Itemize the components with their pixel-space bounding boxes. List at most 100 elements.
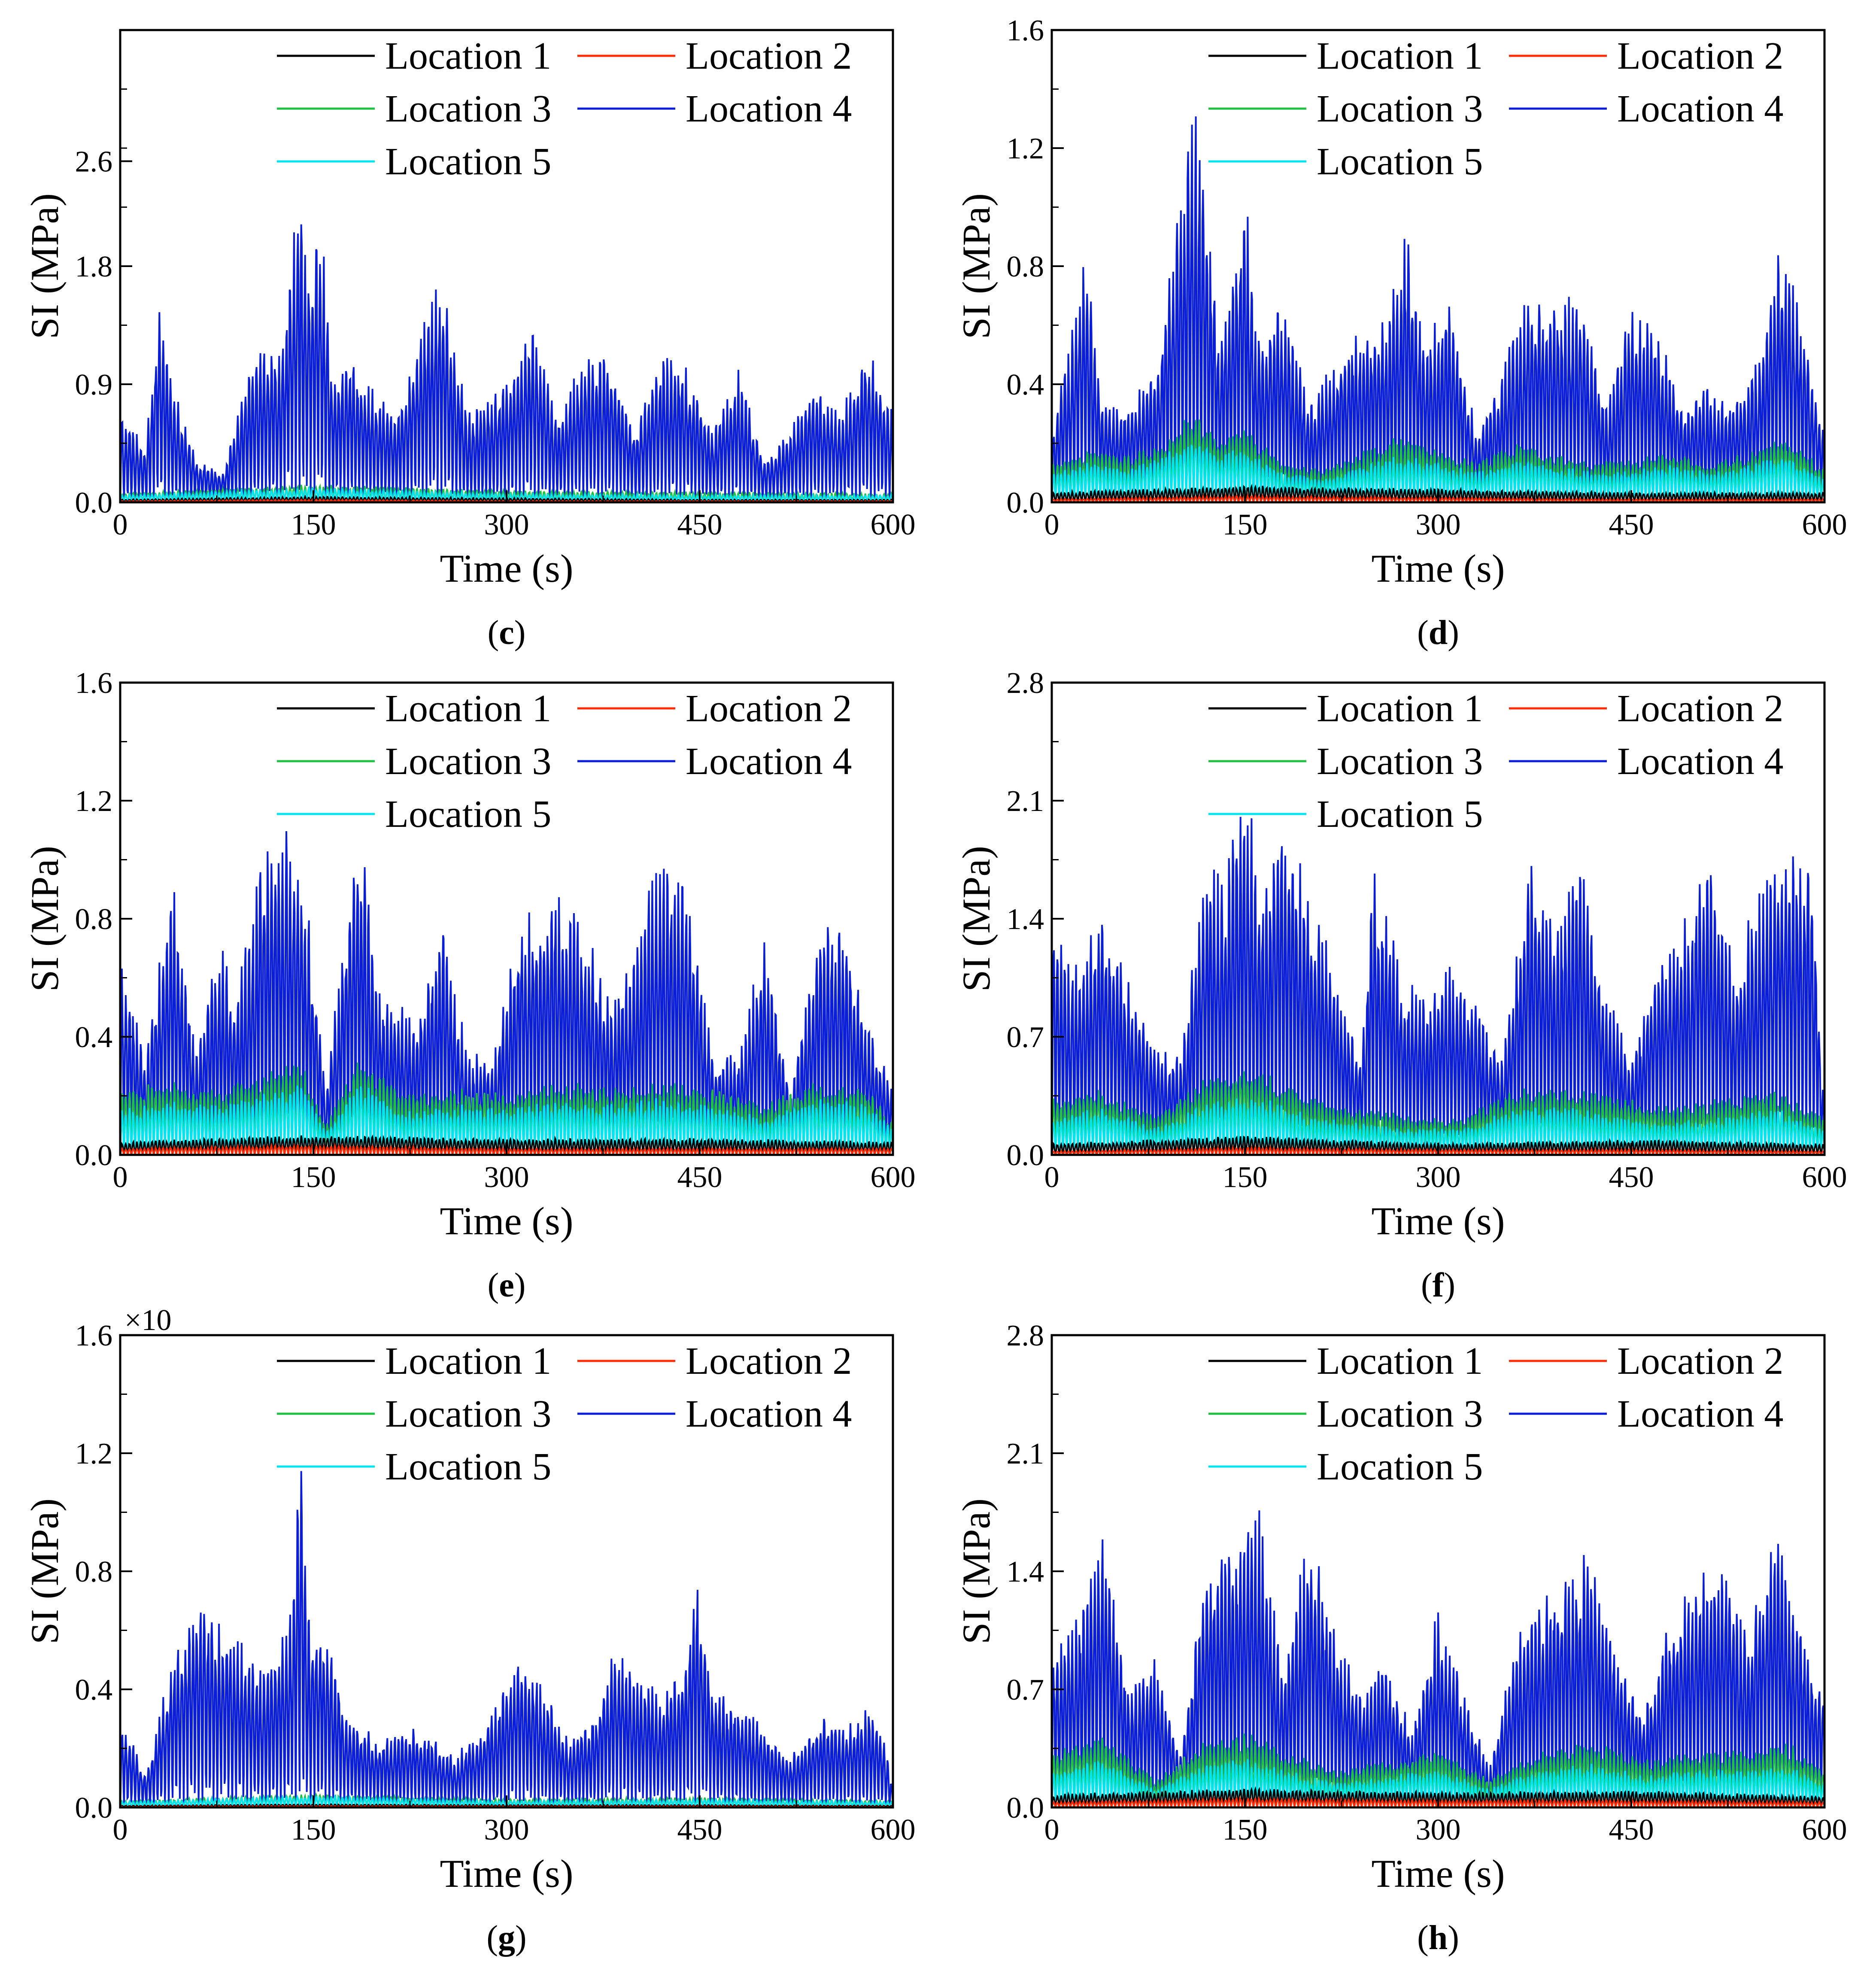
panel-label: (c) bbox=[488, 614, 526, 652]
x-tick-label: 300 bbox=[1416, 508, 1461, 541]
y-tick-label: 0.4 bbox=[75, 1673, 113, 1707]
y-axis-title: SI (MPa) bbox=[23, 1498, 67, 1644]
y-tick-label: 1.6 bbox=[75, 667, 113, 700]
y-tick-label: 2.6 bbox=[75, 146, 113, 179]
series-group bbox=[120, 831, 893, 1155]
x-tick-label: 0 bbox=[113, 508, 128, 541]
panel-label: (f) bbox=[1421, 1266, 1455, 1304]
panel-label-open: ( bbox=[1421, 1266, 1433, 1304]
series-group bbox=[120, 224, 893, 502]
x-tick-label: 300 bbox=[484, 508, 529, 541]
y-tick-label: 0.9 bbox=[75, 368, 113, 401]
x-axis-title: Time (s) bbox=[1372, 1852, 1505, 1895]
chart-panel-c: 0 150 300 450 600 0.0 0.9 1.8 2.6 Time (s) SI (MPa… bbox=[23, 29, 916, 652]
y-axis-title: SI (MPa) bbox=[23, 193, 67, 339]
x-tick-label: 0 bbox=[1044, 1813, 1059, 1846]
series-line-location-4 bbox=[1052, 817, 1824, 1155]
x-axis-title: Time (s) bbox=[440, 547, 574, 590]
y-axis-title: SI (MPa) bbox=[954, 193, 998, 339]
series-line-location-5 bbox=[1052, 444, 1824, 502]
y-axis-title: SI (MPa) bbox=[954, 1498, 998, 1644]
legend-item: Location 3 bbox=[1208, 740, 1483, 783]
series-line-location-3 bbox=[1052, 1733, 1824, 1807]
panel-label-letter: h bbox=[1429, 1919, 1448, 1957]
legend-label: Location 2 bbox=[1617, 35, 1783, 77]
x-tick-label: 450 bbox=[1609, 508, 1654, 541]
legend-label: Location 5 bbox=[1317, 793, 1483, 835]
legend-item: Location 2 bbox=[577, 35, 852, 77]
y-tick-label: 1.4 bbox=[1007, 903, 1044, 936]
series-line-location-4 bbox=[120, 224, 893, 502]
x-tick-label: 450 bbox=[677, 1813, 722, 1846]
y-axis-title: SI (MPa) bbox=[23, 846, 67, 992]
legend-item: Location 2 bbox=[1509, 1340, 1783, 1382]
panel-label-letter: c bbox=[499, 614, 514, 652]
legend-item: Location 1 bbox=[277, 687, 551, 730]
legend-label: Location 2 bbox=[1617, 1340, 1783, 1382]
x-tick-label: 150 bbox=[1223, 1161, 1268, 1194]
legend-item: Location 1 bbox=[1208, 35, 1483, 77]
legend-item: Location 4 bbox=[577, 1393, 852, 1435]
y-tick-label: 1.6 bbox=[75, 1319, 113, 1352]
panel-label-open: ( bbox=[488, 614, 499, 652]
legend-item: Location 2 bbox=[1509, 687, 1783, 730]
legend-item: Location 2 bbox=[577, 687, 852, 730]
panel-label-letter: g bbox=[498, 1919, 515, 1957]
x-axis-title: Time (s) bbox=[440, 1199, 574, 1243]
panel-label-close: ) bbox=[515, 1919, 527, 1957]
y-tick-label: 0.4 bbox=[1007, 368, 1044, 401]
legend-item: Location 1 bbox=[277, 35, 551, 77]
series-line-location-4 bbox=[120, 831, 893, 1155]
y-tick-label: 2.8 bbox=[1007, 1319, 1044, 1352]
legend-item: Location 3 bbox=[1208, 1393, 1483, 1435]
legend-item: Location 5 bbox=[1208, 1446, 1483, 1488]
legend-item: Location 1 bbox=[1208, 687, 1483, 730]
panel-label-letter: d bbox=[1429, 614, 1448, 652]
panel-label-open: ( bbox=[486, 1919, 498, 1957]
panel-label-close: ) bbox=[1444, 1266, 1455, 1304]
series-group bbox=[120, 1471, 893, 1807]
legend-label: Location 5 bbox=[385, 140, 551, 183]
legend-item: Location 1 bbox=[1208, 1340, 1483, 1382]
chart-panel-e: 0 150 300 450 600 0.0 0.4 0.8 1.2 1.6 Time (s) SI (… bbox=[23, 667, 916, 1304]
x-tick-label: 600 bbox=[1802, 1813, 1847, 1846]
legend-label: Location 3 bbox=[385, 1393, 551, 1435]
y-tick-label: 1.2 bbox=[75, 1437, 113, 1470]
legend-label: Location 3 bbox=[385, 740, 551, 783]
legend-item: Location 2 bbox=[1509, 35, 1783, 77]
series-line-location-1 bbox=[1052, 1786, 1824, 1807]
legend-label: Location 2 bbox=[686, 35, 852, 77]
series-line-location-3 bbox=[1052, 1071, 1824, 1155]
chart-panel-g: 0 150 300 450 600 0.0 0.4 0.8 1.2 1.6 ×10 Time (s) S… bbox=[23, 1304, 916, 1957]
x-tick-label: 450 bbox=[1609, 1813, 1654, 1846]
y-axis-title: SI (MPa) bbox=[954, 846, 998, 992]
x-tick-label: 300 bbox=[1416, 1813, 1461, 1846]
legend-label: Location 5 bbox=[385, 793, 551, 835]
legend-item: Location 4 bbox=[577, 88, 852, 130]
y-tick-label: 0.0 bbox=[75, 1139, 113, 1172]
series-line-location-1 bbox=[1052, 483, 1824, 502]
legend-item: Location 5 bbox=[277, 793, 551, 835]
legend-label: Location 4 bbox=[1617, 88, 1783, 130]
x-tick-label: 600 bbox=[1802, 1161, 1847, 1194]
panel-label: (e) bbox=[488, 1266, 526, 1304]
x-tick-label: 600 bbox=[1802, 508, 1847, 541]
y-tick-label: 0.7 bbox=[1007, 1021, 1044, 1054]
legend-label: Location 2 bbox=[1617, 687, 1783, 730]
legend-label: Location 5 bbox=[1317, 1446, 1483, 1488]
y-tick-label: 2.1 bbox=[1007, 1437, 1044, 1470]
chart-panel-d: 0 150 300 450 600 0.0 0.4 0.8 1.2 1.6 Time (s) SI (… bbox=[954, 14, 1847, 652]
legend: Location 1 Location 2 Location 3 Location 4… bbox=[1208, 35, 1783, 183]
x-tick-label: 150 bbox=[291, 1161, 336, 1194]
y-tick-label: 0.0 bbox=[1007, 1139, 1044, 1172]
series-line-location-5 bbox=[1052, 1759, 1824, 1807]
legend: Location 1 Location 2 Location 3 Location 4… bbox=[277, 1340, 852, 1488]
legend-label: Location 5 bbox=[1317, 140, 1483, 183]
chart-panel-f: 0 150 300 450 600 0.0 0.7 1.4 2.1 2.8 Time (s) SI (… bbox=[954, 667, 1847, 1304]
legend-label: Location 3 bbox=[1317, 1393, 1483, 1435]
legend: Location 1 Location 2 Location 3 Location 4… bbox=[277, 35, 852, 183]
legend-item: Location 3 bbox=[1208, 88, 1483, 130]
legend-label: Location 1 bbox=[385, 1340, 551, 1382]
legend-item: Location 5 bbox=[277, 1446, 551, 1488]
